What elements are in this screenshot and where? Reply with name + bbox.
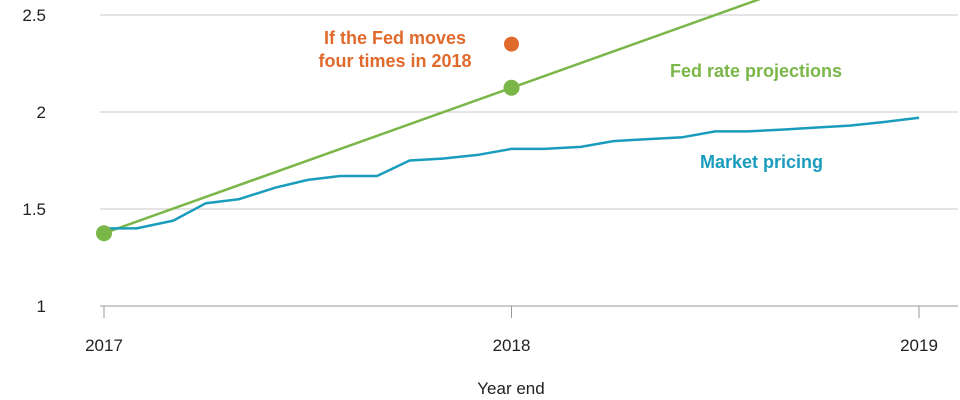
y-axis-ticks: 1 1.5 2 2.5 [22, 6, 46, 316]
y-tick-label: 1.5 [22, 200, 46, 219]
x-axis-title: Year end [477, 379, 544, 398]
y-tick-label: 2 [37, 103, 46, 122]
series-label-market-pricing: Market pricing [700, 152, 823, 172]
series-labels: Fed rate projections Market pricing [670, 61, 842, 172]
series-label-fed-rate-projections: Fed rate projections [670, 61, 842, 81]
x-tick-label: 2017 [85, 336, 123, 355]
annotation: If the Fed moves four times in 2018 [318, 28, 471, 71]
series-lines [103, 0, 920, 235]
annotation-marker [504, 36, 519, 52]
annotation-line-1: If the Fed moves [324, 28, 466, 48]
x-tick-label: 2018 [493, 336, 531, 355]
series-line-market-pricing [104, 116, 920, 230]
series-marker [96, 225, 112, 242]
x-tick-label: 2019 [900, 336, 938, 355]
series-line-fed-rate-projections [103, 0, 761, 235]
gridlines [100, 14, 958, 210]
annotation-line-2: four times in 2018 [318, 51, 471, 71]
series-markers [96, 36, 520, 242]
series-marker [503, 79, 520, 96]
x-axis: 2017 2018 2019 [85, 305, 958, 355]
y-tick-label: 1 [37, 297, 46, 316]
y-tick-label: 2.5 [22, 6, 46, 25]
